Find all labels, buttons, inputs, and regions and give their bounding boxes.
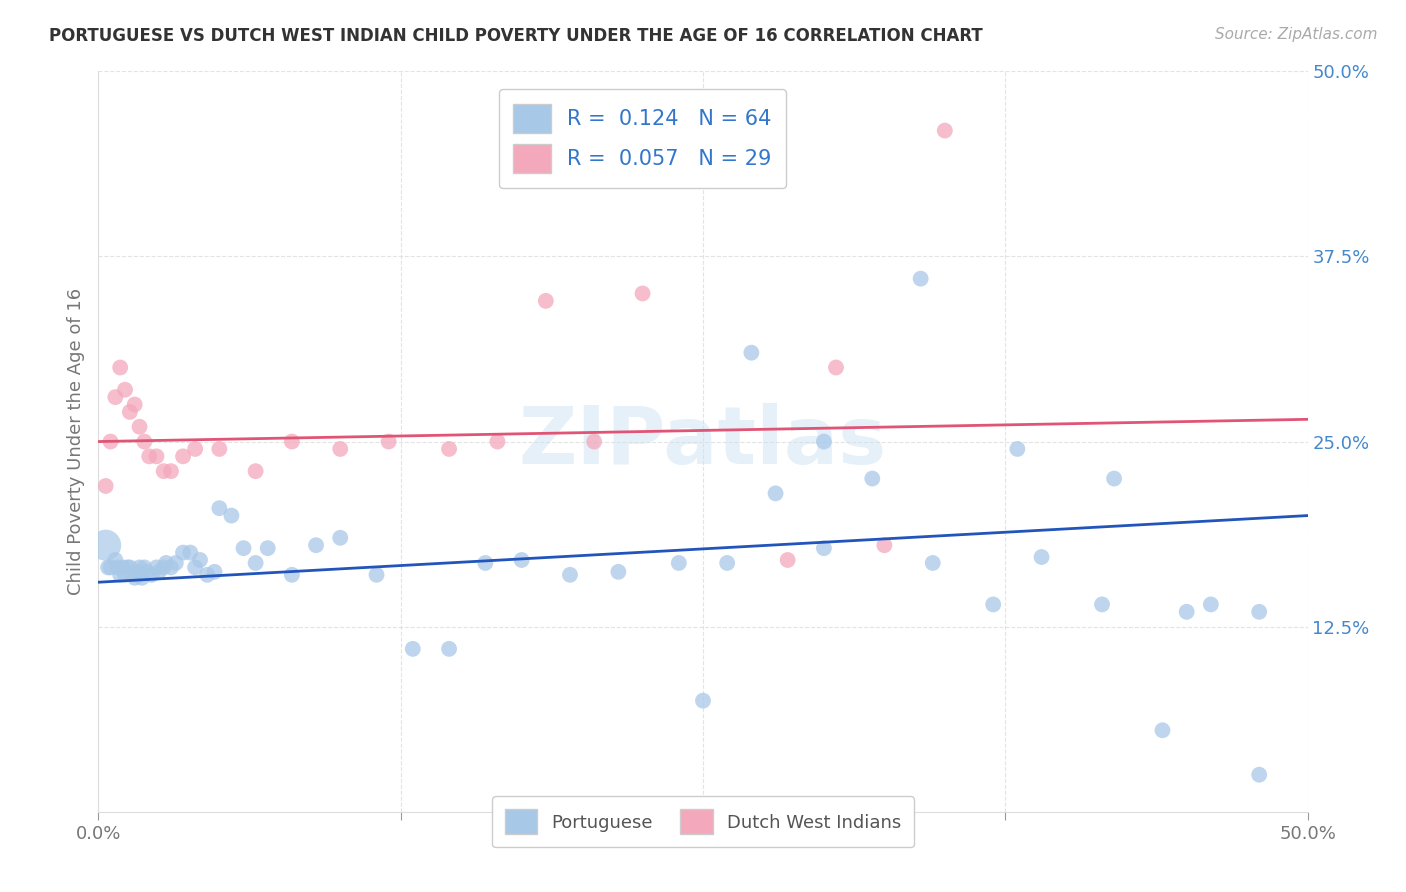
Point <box>160 464 183 478</box>
Point <box>135 565 157 579</box>
Point <box>692 694 714 708</box>
Text: Source: ZipAtlas.com: Source: ZipAtlas.com <box>1215 27 1378 42</box>
Point <box>100 434 122 449</box>
Point <box>873 538 896 552</box>
Point <box>1249 605 1271 619</box>
Point <box>152 464 174 478</box>
Point <box>765 486 787 500</box>
Point <box>232 541 254 556</box>
Point <box>305 538 328 552</box>
Point <box>145 450 167 464</box>
Point <box>607 565 630 579</box>
Point <box>668 556 690 570</box>
Point <box>208 501 231 516</box>
Point <box>184 442 207 456</box>
Point <box>329 442 352 456</box>
Point <box>94 479 117 493</box>
Point <box>145 560 167 574</box>
Point <box>583 434 606 449</box>
Point <box>716 556 738 570</box>
Point <box>813 541 835 556</box>
Point <box>534 293 557 308</box>
Point <box>377 434 399 449</box>
Point <box>172 450 194 464</box>
Point <box>921 556 943 570</box>
Point <box>510 553 533 567</box>
Point <box>179 546 201 560</box>
Point <box>165 556 187 570</box>
Point <box>329 531 352 545</box>
Point <box>134 434 156 449</box>
Point <box>825 360 848 375</box>
Point <box>558 567 581 582</box>
Point <box>141 567 163 582</box>
Point <box>94 538 117 552</box>
Point <box>1091 598 1114 612</box>
Point <box>117 560 139 574</box>
Point <box>486 434 509 449</box>
Point <box>148 565 170 579</box>
Point <box>281 434 304 449</box>
Point <box>172 546 194 560</box>
Point <box>195 567 218 582</box>
Point <box>108 360 131 375</box>
Point <box>124 398 146 412</box>
Point <box>245 556 267 570</box>
Point <box>155 556 177 570</box>
Point <box>1007 442 1029 456</box>
Point <box>281 567 304 582</box>
Point <box>1249 767 1271 781</box>
Point <box>100 560 122 574</box>
Point <box>934 123 956 137</box>
Point <box>111 560 134 574</box>
Point <box>981 598 1004 612</box>
Y-axis label: Child Poverty Under the Age of 16: Child Poverty Under the Age of 16 <box>66 288 84 595</box>
Point <box>221 508 243 523</box>
Point <box>184 560 207 574</box>
Point <box>204 565 226 579</box>
Point <box>127 565 149 579</box>
Point <box>160 560 183 574</box>
Point <box>128 560 150 574</box>
Point <box>107 560 129 574</box>
Point <box>245 464 267 478</box>
Point <box>121 567 143 582</box>
Point <box>124 571 146 585</box>
Point <box>474 556 496 570</box>
Point <box>114 383 136 397</box>
Point <box>437 641 460 656</box>
Point <box>437 442 460 456</box>
Point <box>910 271 932 285</box>
Point <box>402 641 425 656</box>
Point <box>1102 471 1125 485</box>
Point <box>1175 605 1198 619</box>
Point <box>118 560 141 574</box>
Point <box>188 553 211 567</box>
Point <box>152 560 174 574</box>
Point <box>860 471 883 485</box>
Point <box>631 286 654 301</box>
Point <box>104 390 127 404</box>
Point <box>131 571 153 585</box>
Point <box>114 567 136 582</box>
Point <box>1031 549 1053 564</box>
Text: PORTUGUESE VS DUTCH WEST INDIAN CHILD POVERTY UNDER THE AGE OF 16 CORRELATION CH: PORTUGUESE VS DUTCH WEST INDIAN CHILD PO… <box>49 27 983 45</box>
Point <box>97 560 120 574</box>
Point <box>1152 723 1174 738</box>
Point <box>104 553 127 567</box>
Legend: Portuguese, Dutch West Indians: Portuguese, Dutch West Indians <box>492 797 914 847</box>
Point <box>1199 598 1222 612</box>
Point <box>256 541 278 556</box>
Point <box>208 442 231 456</box>
Point <box>813 434 835 449</box>
Point <box>366 567 388 582</box>
Point <box>118 405 141 419</box>
Point <box>134 560 156 574</box>
Text: ZIPatlas: ZIPatlas <box>519 402 887 481</box>
Point <box>740 345 762 359</box>
Point <box>138 450 160 464</box>
Point <box>128 419 150 434</box>
Point <box>108 567 131 582</box>
Point <box>776 553 799 567</box>
